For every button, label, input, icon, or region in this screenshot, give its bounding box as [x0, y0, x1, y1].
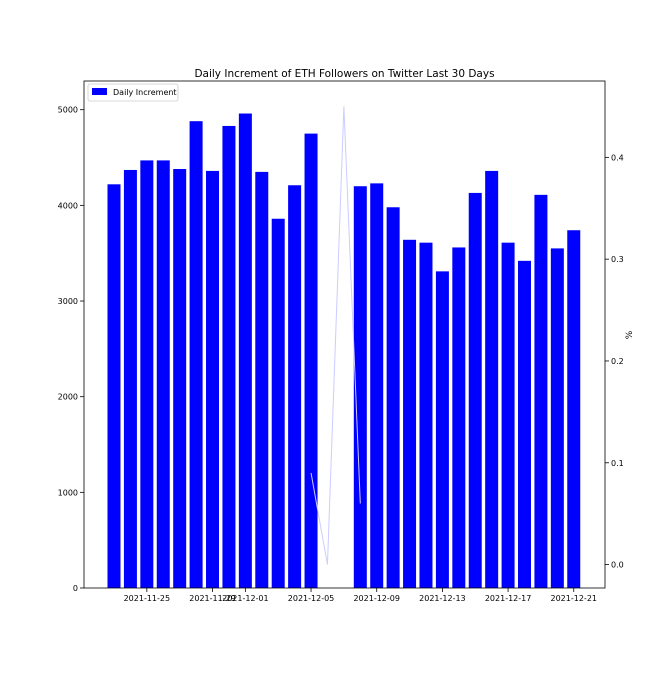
bar — [107, 184, 121, 588]
y-tick-label: 3000 — [58, 297, 78, 306]
legend-frame — [87, 83, 179, 102]
y2-tick-label: 0.3 — [611, 255, 624, 264]
bar — [206, 170, 220, 589]
bar — [222, 125, 236, 589]
y-tick-label: 1000 — [58, 488, 78, 497]
y2-axis-label: % — [625, 330, 635, 339]
bar — [518, 260, 531, 588]
bar — [353, 186, 367, 589]
bar — [501, 242, 515, 589]
bar — [386, 207, 400, 588]
y-tick-label: 5000 — [58, 106, 78, 115]
bar — [288, 185, 302, 588]
x-tick-label: 2021-12-13 — [419, 594, 466, 603]
chart-title: Daily Increment of ETH Followers on Twit… — [194, 68, 494, 80]
x-tick-label: 2021-12-05 — [288, 594, 335, 603]
axes: 0 1000 2000 3000 4000 5000 0.0 0.1 0.2 0.3 0.4 2021… — [58, 80, 624, 603]
bar — [123, 169, 137, 588]
legend: Daily Increment — [87, 83, 179, 102]
y-tick-label: 0 — [73, 584, 78, 593]
bar — [550, 248, 564, 588]
y2-tick-label: 0.1 — [611, 459, 624, 468]
bar — [255, 171, 269, 588]
bar — [419, 242, 433, 589]
bar — [189, 121, 203, 589]
bar — [567, 230, 581, 589]
plot-area — [107, 106, 581, 589]
bar — [271, 218, 285, 588]
y2-tick-label: 0.0 — [611, 561, 624, 570]
bar — [238, 113, 252, 589]
bar — [468, 192, 482, 589]
bar — [140, 160, 154, 588]
x-tick-label: 2021-12-01 — [222, 594, 269, 603]
bar — [370, 183, 384, 589]
x-tick-label: 2021-11-25 — [124, 594, 171, 603]
y-tick-label: 2000 — [58, 393, 78, 402]
percent-line — [310, 106, 361, 565]
x-tick-label: 2021-12-21 — [551, 594, 598, 603]
y2-tick-label: 0.4 — [611, 153, 624, 162]
bar — [534, 194, 548, 588]
legend-label: Daily Increment — [113, 88, 177, 97]
legend-swatch — [92, 88, 107, 95]
bar — [156, 160, 170, 588]
bar — [304, 133, 318, 589]
y-tick-label: 4000 — [58, 201, 78, 210]
x-tick-label: 2021-12-09 — [353, 594, 400, 603]
bar — [452, 247, 466, 588]
bar — [403, 239, 417, 589]
bar — [435, 271, 449, 588]
x-tick-label: 2021-11-29 — [189, 594, 236, 603]
bar — [485, 170, 499, 589]
plot-frame — [83, 80, 606, 589]
x-tick-label: 2021-12-17 — [485, 594, 532, 603]
y2-tick-label: 0.2 — [611, 357, 624, 366]
bar — [173, 169, 187, 588]
